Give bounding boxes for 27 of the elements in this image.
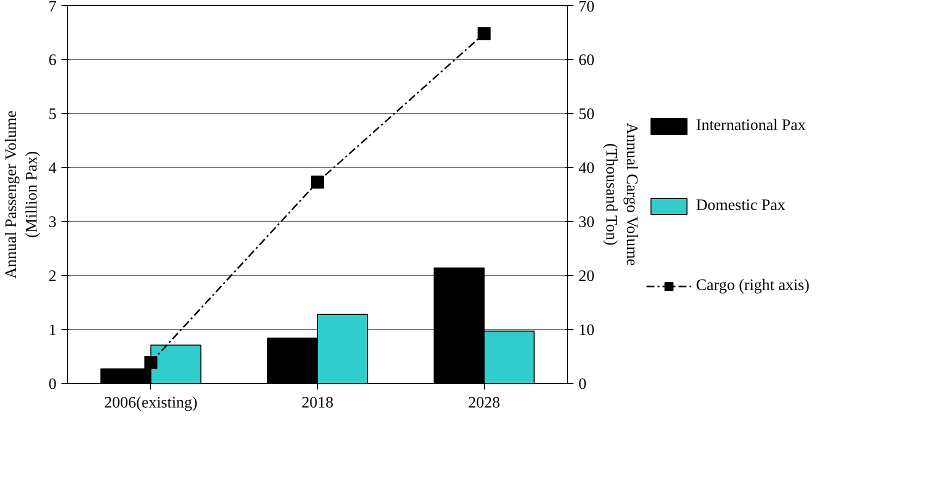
y2-tick-label: 20 (578, 268, 594, 285)
legend-label: International Pax (696, 117, 806, 135)
y2-tick-label: 0 (578, 376, 586, 393)
y-tick-label: 2 (48, 268, 56, 285)
y-axis-title: Annual Passenger Volume (Million Pax) (3, 110, 40, 279)
legend-label: Domestic Pax (696, 197, 786, 215)
y-tick-label: 0 (48, 376, 56, 393)
x-tick-label: 2006(existing) (104, 394, 198, 412)
y-tick-label: 7 (48, 0, 56, 16)
y-tick-label: 5 (48, 106, 56, 123)
legend-label: Cargo (right axis) (696, 277, 810, 295)
point (311, 176, 324, 189)
y2-tick-label: 70 (578, 0, 594, 16)
y2-tick-label: 10 (578, 322, 594, 339)
y2-axis-title: Annual Cargo Volume (Thousand Ton) (602, 122, 640, 266)
y2-tick-label: 60 (578, 52, 594, 69)
y2-tick-label: 30 (578, 214, 594, 231)
y2-tick-label: 40 (578, 160, 594, 177)
point (478, 27, 491, 40)
y2-tick-label: 50 (578, 106, 594, 123)
y-tick-label: 4 (48, 160, 56, 177)
point (144, 356, 158, 369)
x-tick-label: 2018 (302, 394, 334, 412)
x-tick-label: 2028 (468, 394, 500, 412)
y-tick-label: 3 (48, 214, 56, 231)
y-tick-label: 1 (48, 322, 56, 339)
y-tick-label: 6 (48, 52, 56, 69)
